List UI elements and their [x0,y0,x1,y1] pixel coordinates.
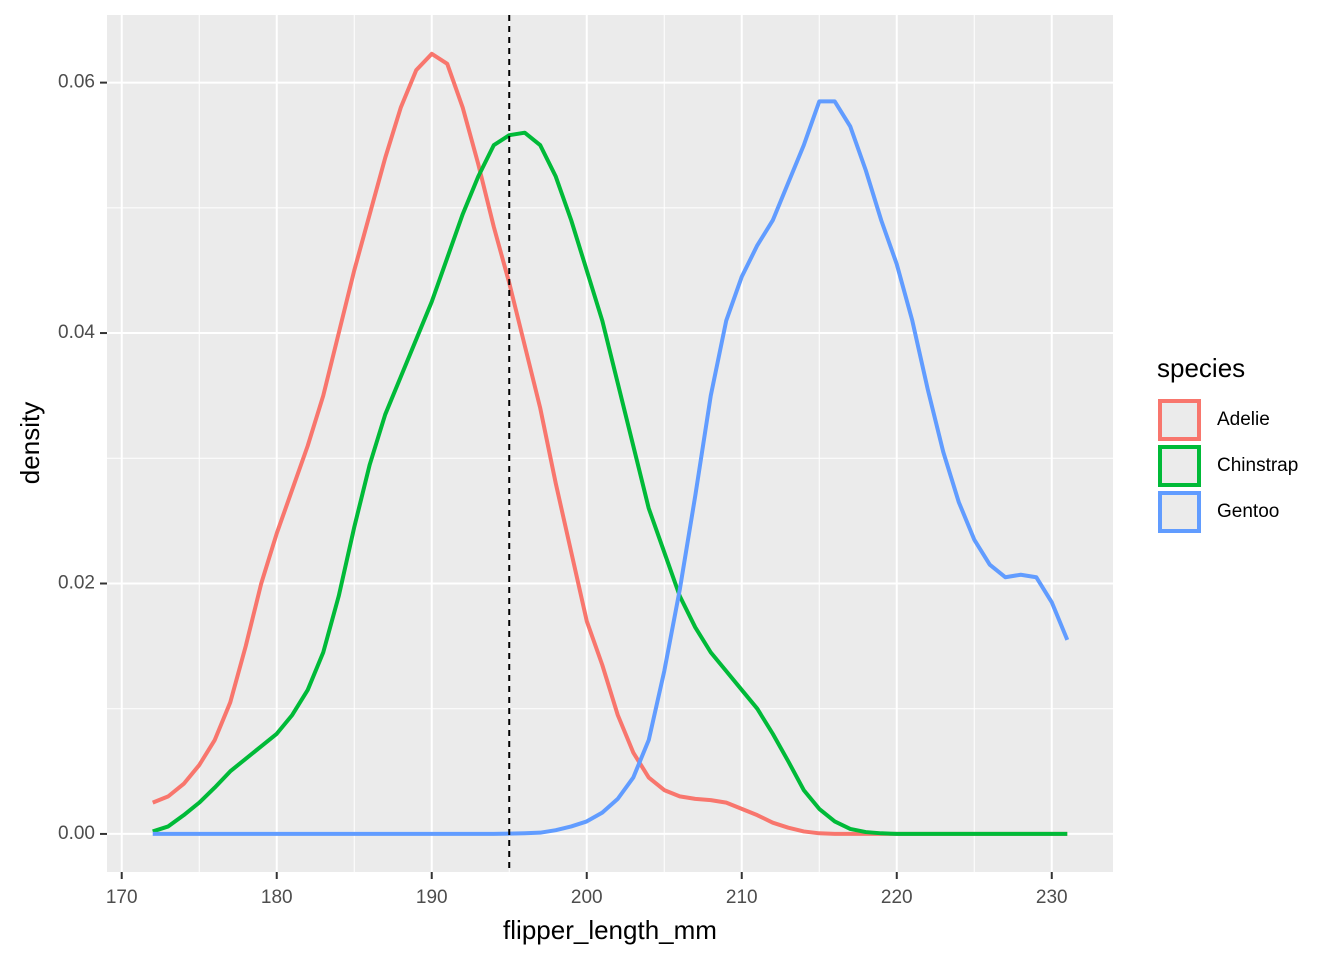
x-tick-label: 170 [106,887,138,908]
legend-label: Adelie [1217,409,1270,430]
legend-key [1158,399,1201,441]
y-tick-label: 0.06 [58,72,95,93]
density-line [152,99,1070,836]
panel [107,15,1113,872]
x-tick-label: 180 [261,887,293,908]
legend-title: species [1157,353,1245,383]
y-tick-label: 0.04 [58,322,95,343]
x-tick-label: 210 [726,887,758,908]
y-axis-label: density [15,402,45,484]
x-tick-label: 220 [881,887,913,908]
marks [151,15,1070,872]
x-tick-label: 200 [571,887,603,908]
x-tick-label: 230 [1036,887,1068,908]
y-tick-label: 0.02 [58,573,95,594]
legend-key [1158,491,1201,533]
legend-label: Chinstrap [1217,455,1298,476]
legend-label: Gentoo [1217,501,1279,522]
legend-key [1158,445,1201,487]
x-axis-label: flipper_length_mm [503,915,717,945]
density-line [152,130,1068,836]
grid [107,15,1113,872]
y-tick-label: 0.00 [58,823,95,844]
x-tick-label: 190 [416,887,448,908]
